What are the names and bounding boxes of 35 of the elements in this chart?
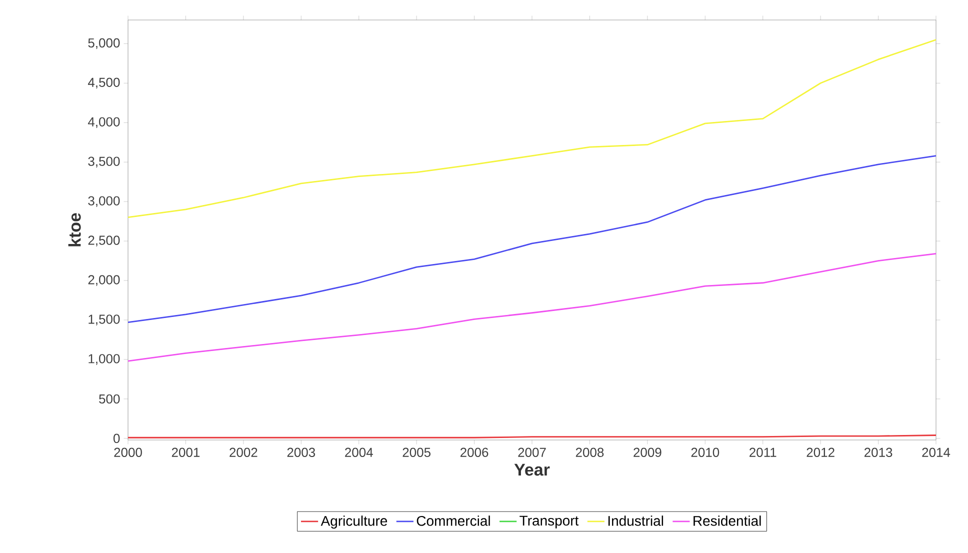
y-tick-label: 3,000	[88, 196, 120, 207]
legend-label: Agriculture	[320, 516, 388, 529]
y-tick-label: 0	[113, 434, 120, 444]
y-tick-label: 500	[99, 394, 120, 404]
y-tick-label: 1,500	[88, 314, 120, 326]
y-axis-title: ktoe	[68, 213, 81, 246]
x-tick-label: 2009	[634, 448, 662, 457]
line-series	[128, 39, 936, 218]
x-axis-title: Year	[514, 464, 550, 476]
x-tick-label: 2010	[691, 448, 720, 457]
legend-label: Industrial	[608, 516, 664, 526]
legend-label: Commercial	[416, 516, 490, 526]
x-tick-label: 2007	[518, 448, 546, 457]
y-tick-label: 4,000	[88, 117, 120, 128]
y-tick-label: 3,500	[88, 156, 120, 168]
x-tick-label: 2004	[345, 448, 373, 457]
x-tick-label: 2005	[402, 448, 430, 457]
x-tick-label: 2000	[114, 448, 142, 457]
x-tick-label: 2003	[287, 448, 316, 457]
x-tick-label: 2013	[864, 448, 892, 457]
y-tick-label: 1,000	[88, 354, 120, 365]
x-tick-label: 2002	[230, 448, 258, 457]
x-tick-label: 2008	[576, 448, 604, 457]
x-tick-label: 2012	[806, 448, 834, 457]
line-series	[128, 252, 936, 362]
x-tick-label: 2014	[922, 448, 950, 457]
legend-label: Residential	[694, 516, 761, 526]
y-tick-label: 4,500	[88, 78, 120, 89]
y-tick-label: 2,000	[88, 275, 120, 286]
x-tick-label: 2006	[460, 448, 488, 457]
x-tick-label: 2001	[172, 448, 200, 457]
legend-label: Transport	[520, 516, 579, 528]
x-tick-label: 2011	[750, 448, 776, 457]
y-tick-label: 5,000	[88, 38, 120, 50]
y-tick-label: 2,500	[88, 236, 120, 246]
